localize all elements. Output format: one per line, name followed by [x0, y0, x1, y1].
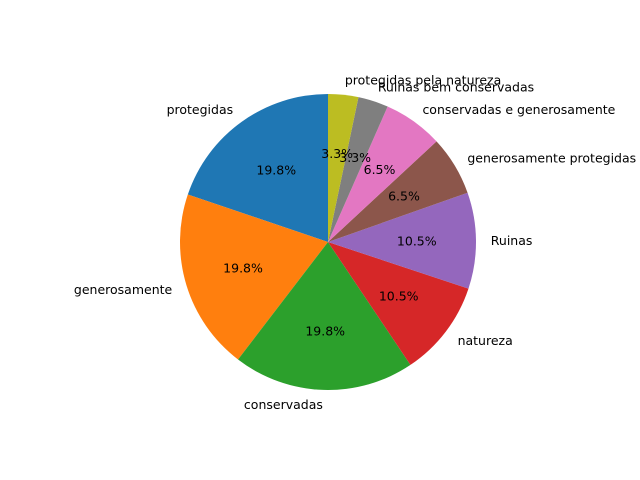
pie-slice	[180, 194, 328, 360]
pie-slice	[328, 97, 388, 242]
slice-percent-label: 3.3%	[321, 146, 353, 161]
slice-category-label: protegidas	[167, 102, 234, 117]
slice-category-label: conservadas	[244, 397, 323, 412]
slice-percent-label: 19.8%	[256, 162, 296, 177]
slice-category-label: Ruinas bem conservadas	[378, 80, 534, 95]
slice-category-label: protegidas pela natureza	[345, 73, 501, 88]
pie-slice	[328, 192, 476, 289]
slice-percent-label: 6.5%	[364, 162, 396, 177]
slice-percent-label: 19.8%	[305, 323, 345, 338]
slice-category-label: conservadas e generosamente	[422, 102, 615, 117]
category-labels: protegidas generosamente conservadas nature…	[74, 73, 636, 413]
slice-percent-label: 19.8%	[223, 260, 263, 275]
slice-category-label: natureza	[458, 333, 513, 348]
pie-slices	[180, 94, 476, 390]
pie-slice	[328, 141, 468, 242]
slice-percent-label: 6.5%	[388, 189, 420, 204]
pie-slice	[328, 106, 437, 242]
pie-slice	[238, 242, 411, 390]
slice-category-label: Ruinas	[491, 233, 533, 248]
slice-category-label: generosamente	[74, 282, 173, 297]
percent-labels: 19.8%19.8%19.8%10.5%10.5%6.5%6.5%3.3%3.3…	[223, 146, 437, 338]
slice-percent-label: 3.3%	[339, 150, 371, 165]
pie-slice	[187, 94, 328, 242]
pie-slice	[328, 242, 469, 365]
pie-slice	[328, 94, 359, 242]
slice-percent-label: 10.5%	[379, 288, 419, 303]
slice-percent-label: 10.5%	[397, 234, 437, 249]
slice-category-label: generosamente protegidas	[467, 150, 636, 165]
